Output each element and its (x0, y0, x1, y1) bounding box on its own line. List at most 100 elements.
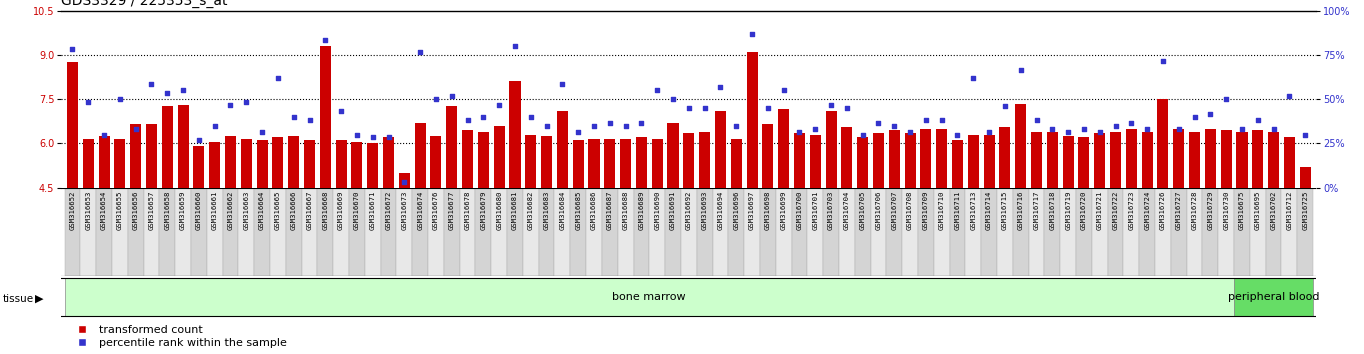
Bar (162, 107, 173, 188)
Text: GSM316653: GSM316653 (85, 190, 91, 230)
Bar (570, 188, 587, 276)
Bar (383, 137, 394, 188)
Bar (825, 111, 836, 188)
Point (1247, 117, 1269, 122)
Bar (175, 188, 191, 276)
Text: GSM316723: GSM316723 (1128, 190, 1135, 230)
Point (567, 129, 589, 135)
Point (1278, 93, 1300, 99)
Point (78, 99, 100, 105)
Text: GSM316695: GSM316695 (1255, 190, 1260, 230)
Point (741, 32, 762, 37)
Text: GSM316685: GSM316685 (576, 190, 581, 230)
Text: GSM316700: GSM316700 (797, 190, 802, 230)
Point (346, 132, 368, 137)
Text: GSM316704: GSM316704 (844, 190, 850, 230)
Bar (1189, 132, 1200, 188)
Bar (115, 139, 125, 188)
Text: GSM316709: GSM316709 (923, 190, 929, 230)
Text: GSM316690: GSM316690 (655, 190, 660, 230)
Bar (319, 46, 331, 188)
Bar (842, 127, 852, 188)
Bar (921, 129, 932, 188)
Bar (239, 188, 254, 276)
Text: GSM316697: GSM316697 (749, 190, 756, 230)
Bar (304, 141, 315, 188)
Bar (857, 137, 869, 188)
Text: GSM316705: GSM316705 (859, 190, 866, 230)
Bar (1045, 188, 1060, 276)
Bar (225, 136, 236, 188)
Point (820, 102, 842, 108)
Bar (731, 139, 742, 188)
Point (330, 108, 352, 114)
Bar (256, 141, 267, 188)
Point (662, 96, 683, 102)
Point (361, 135, 383, 140)
Bar (1218, 188, 1234, 276)
Bar (397, 188, 412, 276)
Point (757, 105, 779, 111)
Bar (1234, 278, 1314, 316)
Bar (476, 188, 491, 276)
Text: GSM316686: GSM316686 (591, 190, 597, 230)
Bar (1187, 188, 1203, 276)
Bar (67, 62, 78, 188)
Text: GSM316668: GSM316668 (322, 190, 329, 230)
Point (726, 123, 747, 129)
Bar (1063, 136, 1073, 188)
Bar (398, 173, 409, 188)
Bar (855, 188, 870, 276)
Text: GSM316716: GSM316716 (1018, 190, 1024, 230)
Bar (762, 124, 773, 188)
Text: GSM316682: GSM316682 (528, 190, 533, 230)
Bar (904, 133, 915, 188)
Text: GSM316706: GSM316706 (876, 190, 881, 230)
Bar (1266, 188, 1282, 276)
Bar (666, 188, 681, 276)
Bar (1221, 130, 1232, 188)
Point (124, 126, 146, 131)
Text: GSM316694: GSM316694 (717, 190, 723, 230)
Text: GSM316677: GSM316677 (449, 190, 454, 230)
Text: GSM316675: GSM316675 (1239, 190, 1245, 230)
Text: GSM316693: GSM316693 (701, 190, 708, 230)
Bar (80, 188, 95, 276)
Bar (667, 123, 678, 188)
Point (520, 114, 542, 120)
Point (236, 99, 258, 105)
Point (203, 123, 225, 129)
Bar (791, 188, 807, 276)
Bar (460, 188, 476, 276)
Text: GSM316730: GSM316730 (1224, 190, 1229, 230)
Bar (683, 133, 694, 188)
Text: GSM316702: GSM316702 (1271, 190, 1277, 230)
Bar (539, 188, 555, 276)
Text: GSM316670: GSM316670 (353, 190, 360, 230)
Bar (557, 111, 567, 188)
Bar (997, 188, 1013, 276)
Text: bone marrow: bone marrow (612, 292, 686, 302)
Bar (968, 135, 979, 188)
Text: GSM316660: GSM316660 (196, 190, 202, 230)
Bar (1249, 188, 1266, 276)
Point (282, 114, 304, 120)
Bar (477, 132, 488, 188)
Text: ▶: ▶ (35, 294, 44, 304)
Text: GSM316689: GSM316689 (638, 190, 644, 230)
Point (426, 96, 447, 102)
Text: GSM316658: GSM316658 (164, 190, 170, 230)
Bar (1173, 129, 1184, 188)
Bar (443, 188, 460, 276)
Text: GSM316715: GSM316715 (1003, 190, 1008, 230)
Point (551, 81, 573, 87)
Bar (191, 188, 207, 276)
Bar (95, 188, 112, 276)
Bar (1079, 137, 1090, 188)
Bar (207, 188, 222, 276)
Bar (1236, 132, 1248, 188)
Text: GSM316656: GSM316656 (132, 190, 139, 230)
Bar (1060, 188, 1076, 276)
Point (505, 43, 527, 49)
Point (299, 117, 321, 122)
